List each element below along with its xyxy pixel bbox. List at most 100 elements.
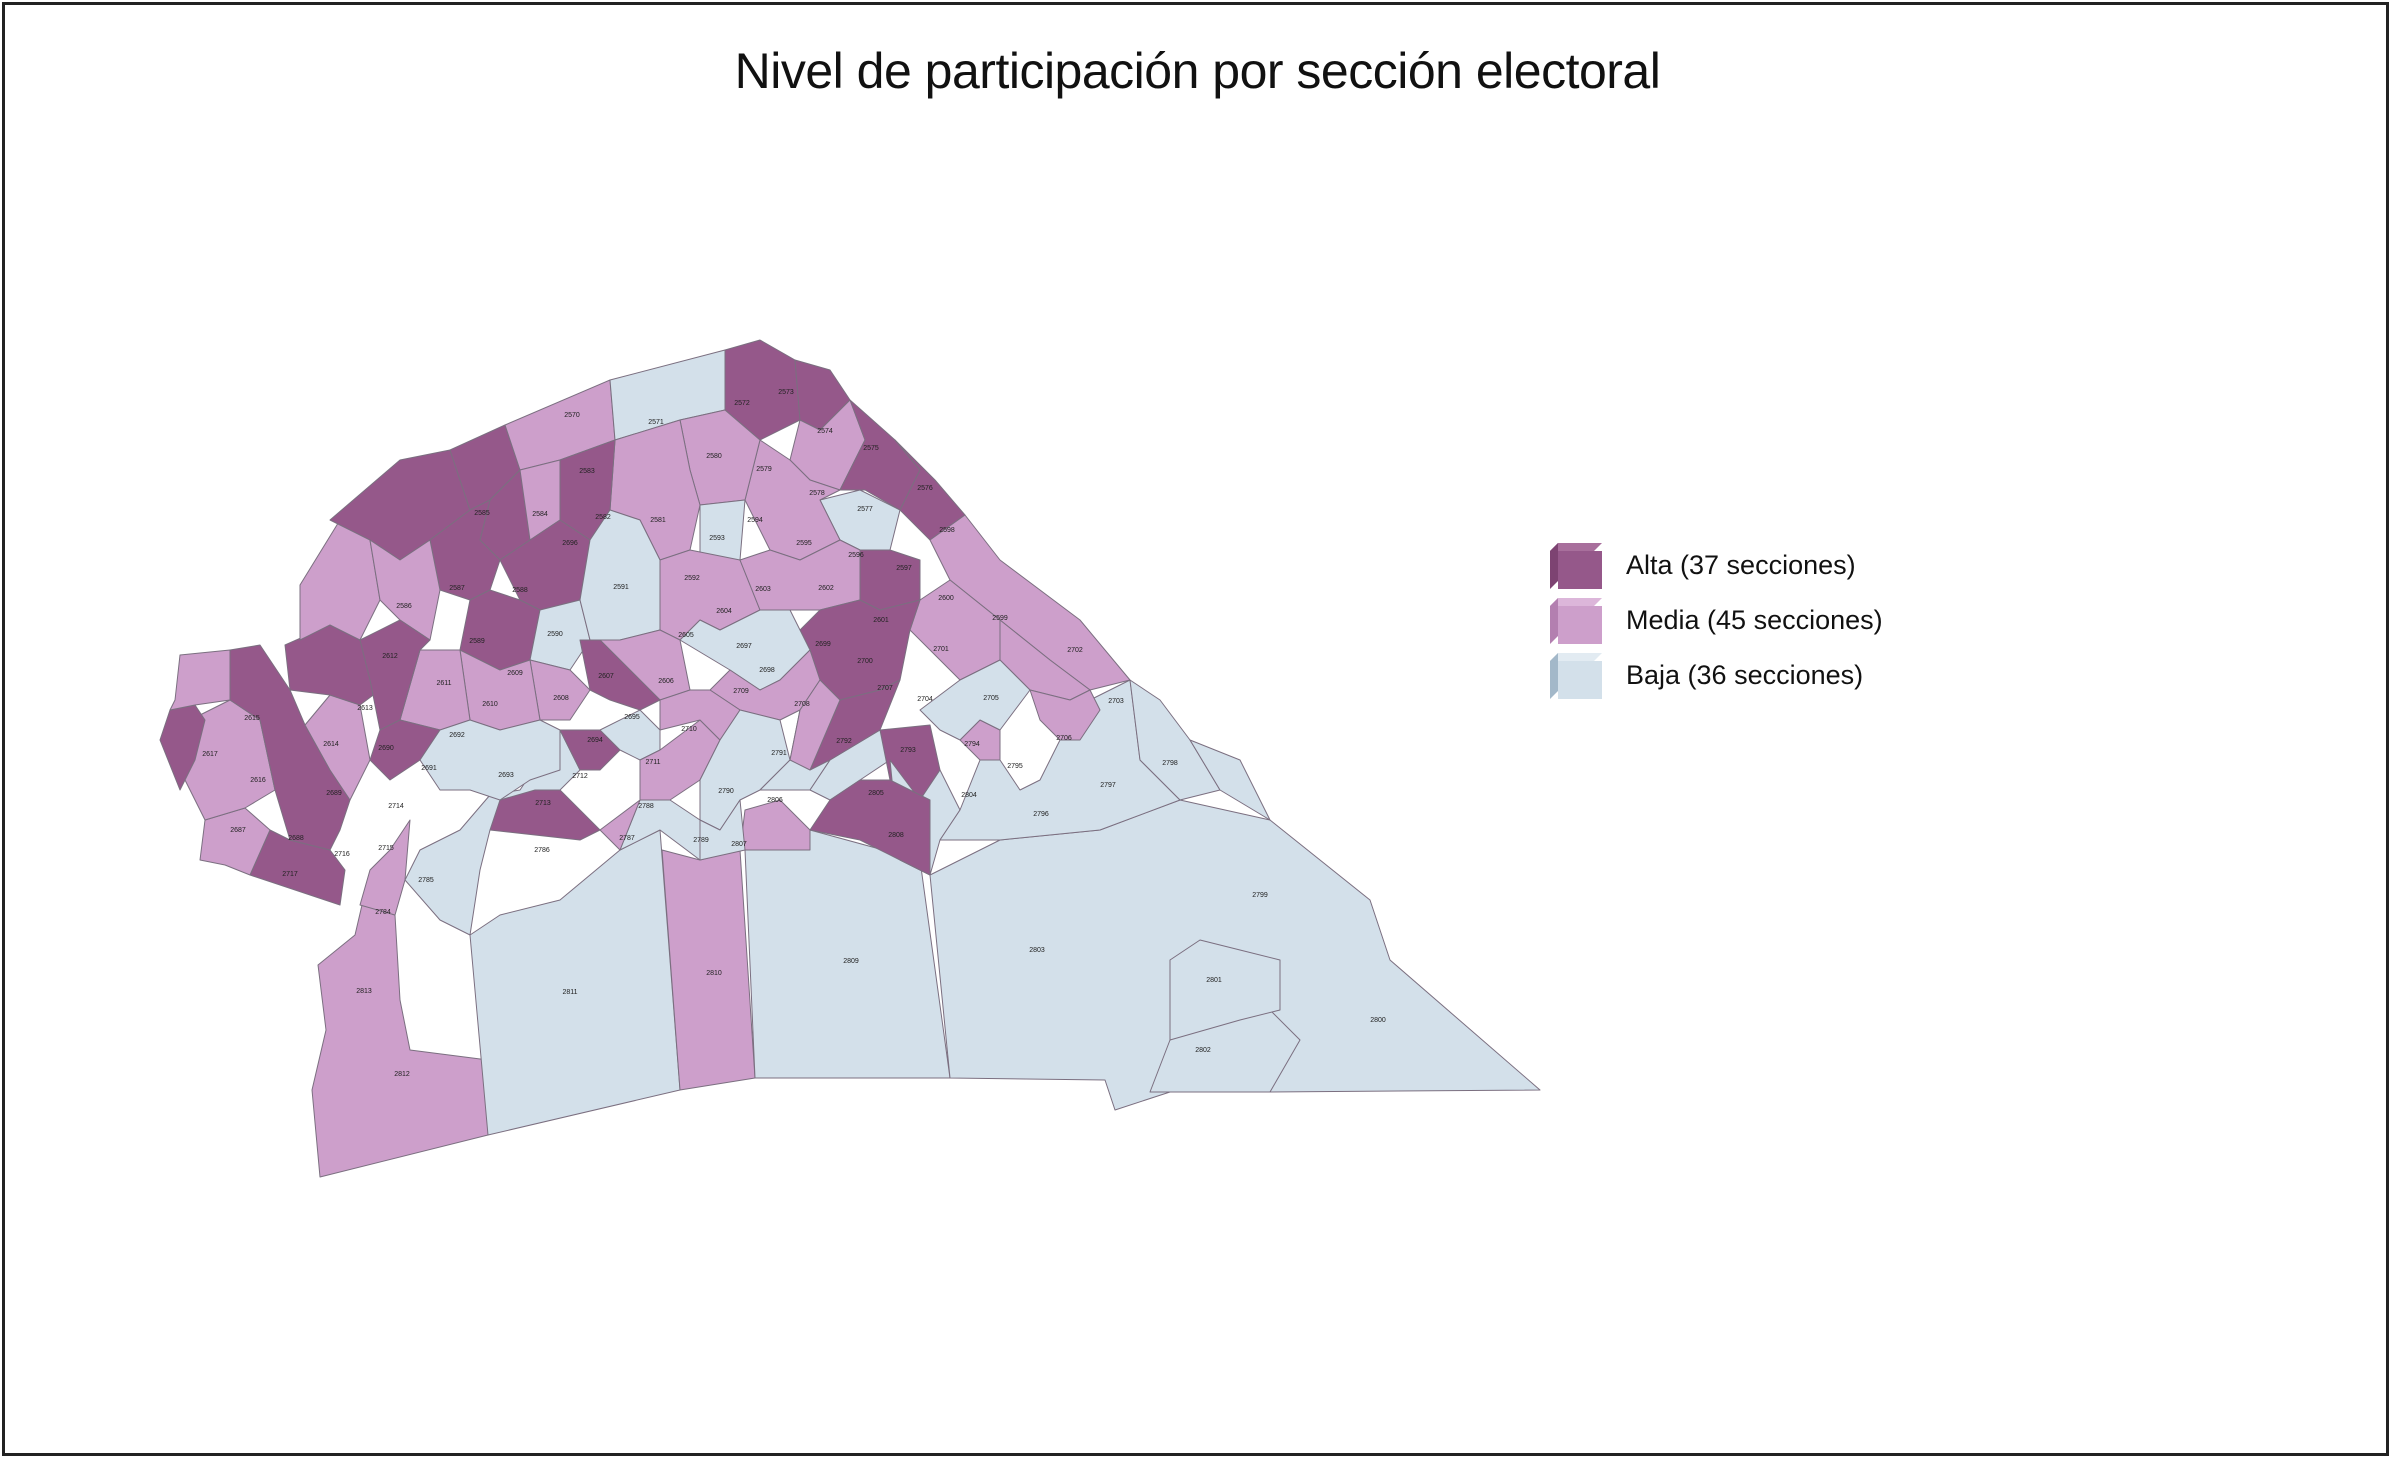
section-label-2692: 2692 — [449, 732, 465, 739]
section-label-2805: 2805 — [868, 790, 884, 797]
section-label-2574: 2574 — [817, 428, 833, 435]
section-label-2610: 2610 — [482, 701, 498, 708]
section-label-2595: 2595 — [796, 540, 812, 547]
section-label-2607: 2607 — [598, 673, 614, 680]
section-label-2593: 2593 — [709, 535, 725, 542]
section-label-2584: 2584 — [532, 511, 548, 518]
section-label-2713: 2713 — [535, 800, 551, 807]
section-label-2788: 2788 — [638, 803, 654, 810]
section-label-2796: 2796 — [1033, 811, 1049, 818]
section-label-2708: 2708 — [794, 701, 810, 708]
section-label-2575: 2575 — [863, 445, 879, 452]
map-region — [359, 619, 431, 731]
map-region — [529, 599, 591, 671]
section-label-2689: 2689 — [326, 790, 342, 797]
section-label-2793: 2793 — [900, 747, 916, 754]
section-label-2583: 2583 — [579, 468, 595, 475]
map-region — [579, 639, 661, 711]
section-label-2587: 2587 — [449, 585, 465, 592]
section-label-2571: 2571 — [648, 419, 664, 426]
map-region — [859, 549, 921, 611]
map-region — [469, 829, 681, 1136]
section-label-2598: 2598 — [939, 527, 955, 534]
section-label-2791: 2791 — [771, 750, 787, 757]
section-label-2589: 2589 — [469, 638, 485, 645]
section-label-2701: 2701 — [933, 646, 949, 653]
section-label-2608: 2608 — [553, 695, 569, 702]
section-label-2699: 2699 — [815, 641, 831, 648]
section-label-2697: 2697 — [736, 643, 752, 650]
section-label-2800: 2800 — [1370, 1017, 1386, 1024]
map-legend: Alta (37 secciones) Media (45 secciones)… — [1550, 538, 1883, 703]
section-label-2694: 2694 — [587, 737, 603, 744]
legend-item-baja: Baja (36 secciones) — [1550, 648, 1883, 703]
section-label-2612: 2612 — [382, 653, 398, 660]
section-label-2711: 2711 — [645, 759, 660, 766]
section-label-2707: 2707 — [877, 685, 893, 692]
section-label-2615: 2615 — [244, 715, 260, 722]
legend-swatch-alta-icon — [1550, 542, 1602, 589]
map-region — [1189, 739, 1271, 821]
section-label-2570: 2570 — [564, 412, 580, 419]
map-region — [699, 499, 746, 561]
section-label-2716: 2716 — [334, 851, 350, 858]
section-label-2594: 2594 — [747, 517, 763, 524]
map-region — [359, 819, 411, 916]
section-label-2572: 2572 — [734, 400, 750, 407]
map-region — [369, 539, 441, 641]
section-label-2577: 2577 — [857, 506, 873, 513]
map-region — [1029, 689, 1101, 741]
section-label-2710: 2710 — [681, 726, 697, 733]
section-label-2582: 2582 — [595, 514, 611, 521]
section-label-2590: 2590 — [547, 631, 563, 638]
map-region — [599, 799, 641, 851]
map-region — [809, 779, 931, 876]
legend-label-media: Media (45 secciones) — [1626, 605, 1883, 635]
section-label-2690: 2690 — [378, 745, 394, 752]
section-label-2803: 2803 — [1029, 947, 1045, 954]
section-label-2786: 2786 — [534, 847, 550, 854]
section-label-2580: 2580 — [706, 453, 722, 460]
section-label-2609: 2609 — [507, 670, 523, 677]
section-label-2806: 2806 — [767, 797, 783, 804]
section-label-2605: 2605 — [678, 632, 694, 639]
map-region — [419, 719, 561, 801]
section-label-2579: 2579 — [756, 466, 772, 473]
map-region — [311, 904, 489, 1178]
section-label-2797: 2797 — [1100, 782, 1116, 789]
map-region — [169, 649, 231, 711]
section-label-2611: 2611 — [436, 680, 451, 687]
section-label-2614: 2614 — [323, 741, 339, 748]
section-label-2714: 2714 — [388, 803, 404, 810]
section-label-2601: 2601 — [873, 617, 889, 624]
section-label-2787: 2787 — [619, 835, 635, 842]
section-label-2613: 2613 — [357, 705, 373, 712]
section-label-2581: 2581 — [650, 517, 666, 524]
section-label-2703: 2703 — [1108, 698, 1124, 705]
section-label-2691: 2691 — [421, 765, 437, 772]
section-label-2813: 2813 — [356, 988, 372, 995]
map-region — [789, 679, 841, 771]
section-label-2794: 2794 — [964, 741, 980, 748]
section-label-2709: 2709 — [733, 688, 749, 695]
section-label-2798: 2798 — [1162, 760, 1178, 767]
section-label-2586: 2586 — [396, 603, 412, 610]
section-label-2606: 2606 — [658, 678, 674, 685]
section-label-2600: 2600 — [938, 595, 954, 602]
section-label-2807: 2807 — [731, 841, 747, 848]
section-label-2576: 2576 — [917, 485, 933, 492]
section-label-2688: 2688 — [288, 835, 304, 842]
section-label-2811: 2811 — [562, 989, 577, 996]
section-label-2698: 2698 — [759, 667, 775, 674]
map-region — [1169, 939, 1281, 1041]
section-label-2801: 2801 — [1206, 977, 1222, 984]
map-region — [249, 829, 346, 906]
section-label-2809: 2809 — [843, 958, 859, 965]
section-label-2804: 2804 — [961, 792, 977, 799]
map-region — [744, 439, 841, 561]
legend-swatch-media-icon — [1550, 597, 1602, 644]
map-region — [739, 799, 811, 851]
section-label-2715: 2715 — [378, 845, 394, 852]
section-label-2789: 2789 — [693, 837, 709, 844]
